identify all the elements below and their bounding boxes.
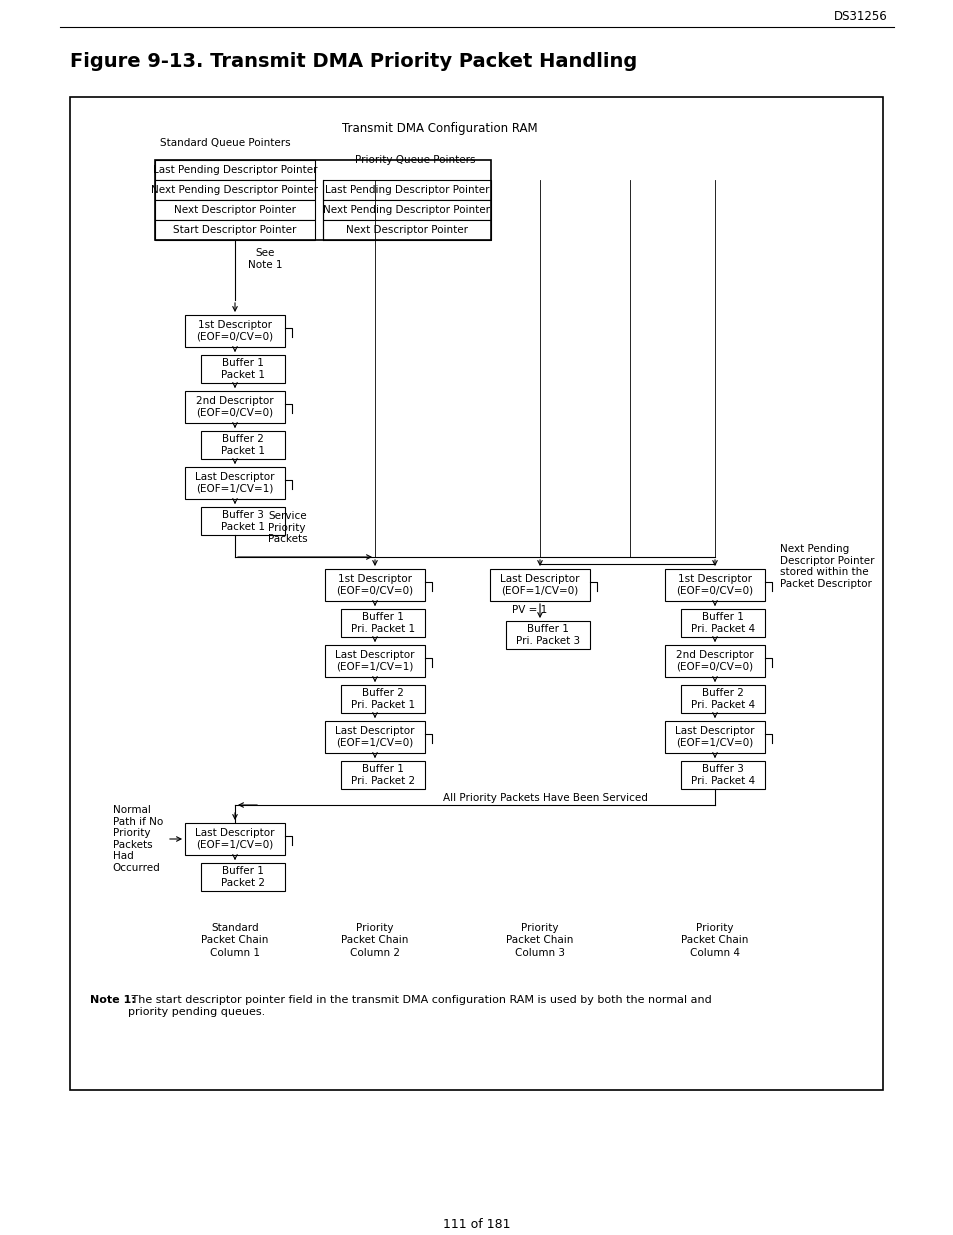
Bar [70, 98, 882, 1091]
Text: Service
Priority
Packets: Service Priority Packets [268, 511, 307, 545]
Text: Next Descriptor Pointer: Next Descriptor Pointer [173, 205, 295, 215]
Text: Buffer 1
Packet 2: Buffer 1 Packet 2 [221, 866, 265, 888]
Bar [325, 569, 424, 601]
Text: Buffer 1
Pri. Packet 3: Buffer 1 Pri. Packet 3 [516, 624, 579, 646]
Text: Last Pending Descriptor Pointer: Last Pending Descriptor Pointer [152, 165, 317, 175]
Bar [154, 161, 491, 240]
Text: Last Descriptor
(EOF=1/CV=0): Last Descriptor (EOF=1/CV=0) [335, 726, 415, 748]
Text: 1st Descriptor
(EOF=0/CV=0): 1st Descriptor (EOF=0/CV=0) [196, 320, 274, 342]
Text: Buffer 3
Packet 1: Buffer 3 Packet 1 [221, 510, 265, 532]
Text: Last Descriptor
(EOF=1/CV=1): Last Descriptor (EOF=1/CV=1) [335, 650, 415, 672]
Bar [154, 200, 314, 220]
Text: Figure 9-13. Transmit DMA Priority Packet Handling: Figure 9-13. Transmit DMA Priority Packe… [70, 52, 637, 70]
Bar [340, 609, 424, 637]
Bar [185, 823, 285, 855]
Text: Standard Queue Pointers: Standard Queue Pointers [160, 138, 291, 148]
Text: Buffer 2
Pri. Packet 4: Buffer 2 Pri. Packet 4 [690, 688, 754, 710]
Bar [323, 200, 491, 220]
Bar [664, 569, 764, 601]
Bar [154, 161, 314, 180]
Bar [201, 863, 285, 890]
Text: See
Note 1: See Note 1 [248, 248, 282, 269]
Text: All Priority Packets Have Been Serviced: All Priority Packets Have Been Serviced [442, 793, 647, 803]
Text: Buffer 1
Pri. Packet 2: Buffer 1 Pri. Packet 2 [351, 764, 415, 785]
Text: Next Pending
Descriptor Pointer
stored within the
Packet Descriptor: Next Pending Descriptor Pointer stored w… [780, 543, 874, 589]
Text: Priority Queue Pointers: Priority Queue Pointers [355, 156, 475, 165]
Text: 2nd Descriptor
(EOF=0/CV=0): 2nd Descriptor (EOF=0/CV=0) [196, 396, 274, 417]
Bar [490, 569, 589, 601]
Text: Last Pending Descriptor Pointer: Last Pending Descriptor Pointer [324, 185, 489, 195]
Bar [185, 391, 285, 424]
Text: 1st Descriptor
(EOF=0/CV=0): 1st Descriptor (EOF=0/CV=0) [676, 574, 753, 595]
Text: Note 1:: Note 1: [90, 995, 135, 1005]
Text: Buffer 1
Packet 1: Buffer 1 Packet 1 [221, 358, 265, 380]
Text: Buffer 3
Pri. Packet 4: Buffer 3 Pri. Packet 4 [690, 764, 754, 785]
Text: Last Descriptor
(EOF=1/CV=0): Last Descriptor (EOF=1/CV=0) [195, 829, 274, 850]
Bar [325, 721, 424, 753]
Text: Next Pending Descriptor Pointer: Next Pending Descriptor Pointer [152, 185, 318, 195]
Bar [201, 508, 285, 535]
Bar [323, 220, 491, 240]
Text: Buffer 1
Pri. Packet 4: Buffer 1 Pri. Packet 4 [690, 613, 754, 634]
Bar [664, 721, 764, 753]
Text: PV = 1: PV = 1 [512, 605, 547, 615]
Bar [154, 220, 314, 240]
Bar [680, 761, 764, 789]
Text: 111 of 181: 111 of 181 [443, 1218, 510, 1231]
Bar [505, 621, 589, 650]
Bar [201, 354, 285, 383]
Text: Last Descriptor
(EOF=1/CV=0): Last Descriptor (EOF=1/CV=0) [499, 574, 579, 595]
Bar [680, 609, 764, 637]
Bar [185, 467, 285, 499]
Bar [325, 645, 424, 677]
Text: Buffer 1
Pri. Packet 1: Buffer 1 Pri. Packet 1 [351, 613, 415, 634]
Text: Last Descriptor
(EOF=1/CV=0): Last Descriptor (EOF=1/CV=0) [675, 726, 754, 748]
Text: Buffer 2
Pri. Packet 1: Buffer 2 Pri. Packet 1 [351, 688, 415, 710]
Text: Transmit DMA Configuration RAM: Transmit DMA Configuration RAM [342, 122, 537, 135]
Bar [340, 761, 424, 789]
Text: Standard
Packet Chain
Column 1: Standard Packet Chain Column 1 [201, 923, 269, 958]
Bar [340, 685, 424, 713]
Text: Buffer 2
Packet 1: Buffer 2 Packet 1 [221, 435, 265, 456]
Text: Normal
Path if No
Priority
Packets
Had
Occurred: Normal Path if No Priority Packets Had O… [112, 805, 163, 873]
Bar [680, 685, 764, 713]
Bar [154, 180, 314, 200]
Text: Last Descriptor
(EOF=1/CV=1): Last Descriptor (EOF=1/CV=1) [195, 472, 274, 494]
Text: Priority
Packet Chain
Column 4: Priority Packet Chain Column 4 [680, 923, 748, 958]
Bar [185, 315, 285, 347]
Text: 2nd Descriptor
(EOF=0/CV=0): 2nd Descriptor (EOF=0/CV=0) [676, 650, 753, 672]
Bar [323, 180, 491, 200]
Text: 1st Descriptor
(EOF=0/CV=0): 1st Descriptor (EOF=0/CV=0) [336, 574, 414, 595]
Text: DS31256: DS31256 [833, 10, 887, 23]
Text: Next Descriptor Pointer: Next Descriptor Pointer [346, 225, 468, 235]
Text: Priority
Packet Chain
Column 2: Priority Packet Chain Column 2 [341, 923, 408, 958]
Text: Priority
Packet Chain
Column 3: Priority Packet Chain Column 3 [506, 923, 573, 958]
Text: Start Descriptor Pointer: Start Descriptor Pointer [173, 225, 296, 235]
Bar [664, 645, 764, 677]
Text: The start descriptor pointer field in the transmit DMA configuration RAM is used: The start descriptor pointer field in th… [128, 995, 711, 1016]
Bar [201, 431, 285, 459]
Text: Next Pending Descriptor Pointer: Next Pending Descriptor Pointer [323, 205, 490, 215]
